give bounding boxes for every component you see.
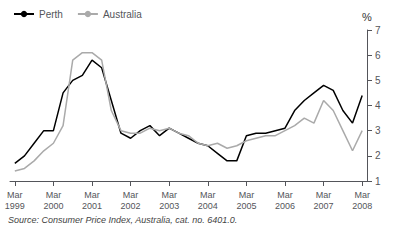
svg-text:Mar: Mar xyxy=(200,190,216,200)
svg-text:3: 3 xyxy=(375,125,381,136)
svg-text:2007: 2007 xyxy=(314,201,334,211)
svg-text:%: % xyxy=(362,11,372,23)
svg-text:Source: Consumer Price Index,: Source: Consumer Price Index, Australia,… xyxy=(8,215,237,225)
svg-text:2008: 2008 xyxy=(352,201,372,211)
svg-text:Mar: Mar xyxy=(354,190,370,200)
svg-text:2000: 2000 xyxy=(43,201,63,211)
svg-text:2003: 2003 xyxy=(159,201,179,211)
svg-text:Mar: Mar xyxy=(239,190,255,200)
svg-text:6: 6 xyxy=(375,50,381,61)
svg-text:Mar: Mar xyxy=(277,190,293,200)
svg-text:2001: 2001 xyxy=(82,201,102,211)
svg-text:2005: 2005 xyxy=(236,201,256,211)
svg-text:Mar: Mar xyxy=(46,190,62,200)
svg-text:Mar: Mar xyxy=(316,190,332,200)
svg-text:Mar: Mar xyxy=(7,190,23,200)
svg-text:7: 7 xyxy=(375,25,381,36)
svg-text:1: 1 xyxy=(375,176,381,187)
svg-text:Perth: Perth xyxy=(39,9,63,20)
svg-text:2002: 2002 xyxy=(121,201,141,211)
svg-text:5: 5 xyxy=(375,75,381,86)
svg-text:2004: 2004 xyxy=(198,201,218,211)
svg-text:Australia: Australia xyxy=(103,9,142,20)
svg-text:Mar: Mar xyxy=(84,190,100,200)
svg-text:4: 4 xyxy=(375,100,381,111)
svg-text:2006: 2006 xyxy=(275,201,295,211)
svg-text:Mar: Mar xyxy=(161,190,177,200)
svg-text:2: 2 xyxy=(375,150,381,161)
svg-text:1999: 1999 xyxy=(5,201,25,211)
svg-text:Mar: Mar xyxy=(123,190,139,200)
